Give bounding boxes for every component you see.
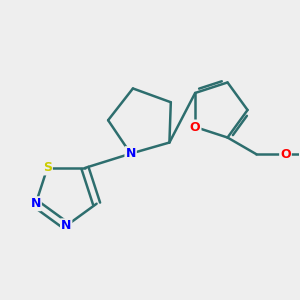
Text: O: O: [280, 148, 291, 161]
Text: N: N: [125, 147, 136, 160]
Text: O: O: [190, 121, 200, 134]
Text: N: N: [31, 197, 41, 210]
Text: N: N: [61, 219, 71, 232]
Text: S: S: [43, 161, 52, 174]
